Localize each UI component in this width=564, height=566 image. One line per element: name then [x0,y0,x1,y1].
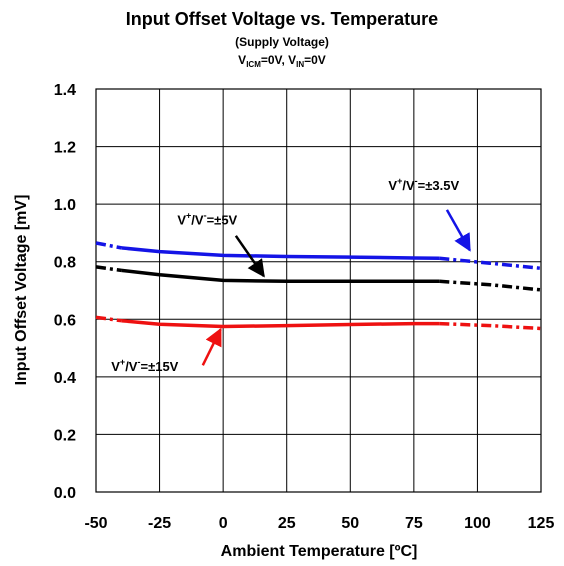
series-line-dashed-low [95,241,122,250]
annotation-label: V+/V-=±5V [177,210,237,227]
y-tick-label: 0.2 [54,427,76,444]
series-line-solid [121,318,440,329]
annotation-arrow [234,235,265,278]
chart-subtitle-2: VICM=0V, VIN=0V [238,53,326,69]
grid [95,88,542,493]
series-v-v-15v [95,315,542,331]
annotations-group: V+/V-=±3.5V V+/V-=±5V V+/V-=±15V [111,176,471,374]
y-tick-label: 1.2 [54,140,76,157]
tick-labels-group: -50 -25 0 25 50 75 100 125 0.0 0.2 0.4 0.6 0.8 1.0 1.2… [54,82,555,532]
series-v-v-3-5v [95,241,542,271]
y-tick-label: 0.6 [54,312,76,329]
series-line-dashed-high [439,256,542,271]
series-line-dashed-high [439,321,542,331]
y-tick-label: 0.0 [54,485,76,502]
subtitle-2-part-2: =0V, V [261,53,296,67]
subtitle-2-part-1: V [238,53,246,67]
y-axis-label: Input Offset Voltage [mV] [13,195,30,386]
chart-subtitle-1: (Supply Voltage) [235,35,329,49]
annotation-v-v-15v: V+/V-=±15V [111,327,222,374]
annotation-label: V+/V-=±3.5V [388,176,459,193]
annotation-v-v-3-5v: V+/V-=±3.5V [388,176,471,252]
y-tick-label: 0.4 [54,370,76,387]
series-line-solid [121,268,440,284]
x-tick-label: 0 [219,515,228,532]
annotation-label: V+/V-=±15V [111,357,178,374]
x-tick-label: 50 [341,515,359,532]
x-tick-label: 100 [464,515,491,532]
plot-border [95,88,542,493]
subtitle-2-sub-1: ICM [246,60,261,69]
y-tick-label: 1.4 [54,82,76,99]
annotation-arrow [201,327,222,366]
series-line-dashed-low [95,265,122,273]
annotation-v-v-5v: V+/V-=±5V [177,210,265,278]
series-line-solid [121,246,440,261]
x-tick-label: -25 [148,515,171,532]
y-tick-label: 0.8 [54,255,76,272]
series-line-dashed-high [439,279,542,292]
x-tick-label: 125 [528,515,555,532]
series-line-dashed-low [95,315,122,323]
series-v-v-5v [95,265,542,292]
x-tick-label: -50 [84,515,107,532]
series-group [95,241,542,331]
y-tick-label: 1.0 [54,197,76,214]
x-axis-label: Ambient Temperature [ºC] [221,543,418,560]
annotation-arrow [445,209,471,252]
x-tick-label: 75 [405,515,423,532]
subtitle-2-sub-2: IN [296,60,304,69]
subtitle-2-part-3: =0V [304,53,326,67]
chart-title: Input Offset Voltage vs. Temperature [126,9,438,29]
x-tick-label: 25 [278,515,296,532]
